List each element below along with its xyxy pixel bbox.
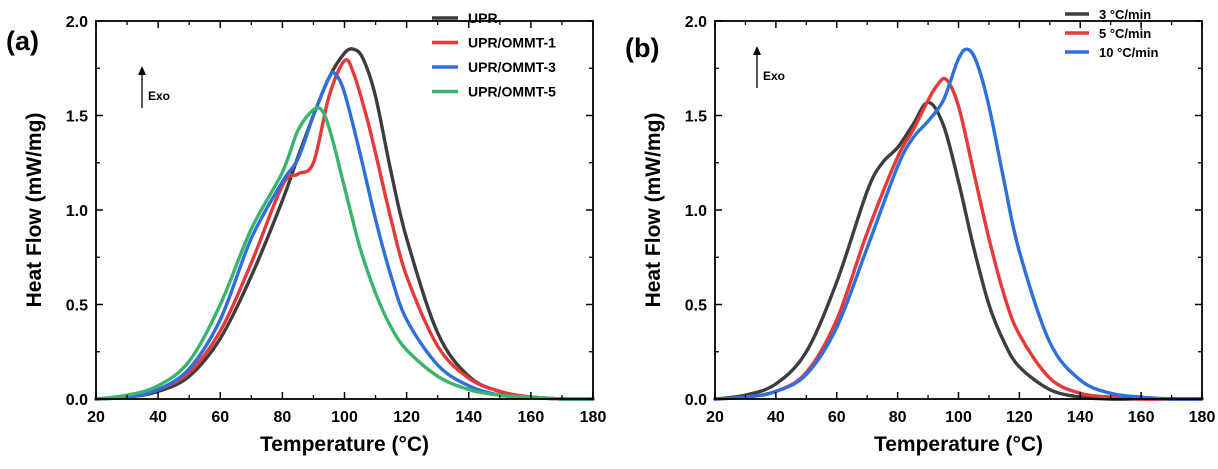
y-axis-label: Heat Flow (mW/mg) (642, 113, 665, 308)
legend-label: 10 °C/min (1099, 45, 1158, 60)
plot-frame (95, 20, 594, 400)
x-tick-label: 140 (455, 409, 482, 426)
exo-arrowhead-icon (138, 66, 146, 75)
y-tick-label: 1.5 (66, 109, 88, 126)
legend-label: UPR/OMMT-1 (468, 35, 556, 51)
x-tick-label: 20 (706, 409, 724, 426)
y-tick-label: 0.0 (66, 392, 88, 409)
y-tick-label: 0.5 (66, 298, 88, 315)
x-tick-label: 120 (1006, 409, 1033, 426)
legend-label: UPR/OMMT-5 (468, 84, 556, 100)
y-tick-label: 1.0 (66, 203, 88, 220)
x-tick-label: 40 (149, 409, 167, 426)
series-line-upr-ommt-3 (94, 70, 595, 401)
x-axis-label: Temperature (°C) (874, 433, 1043, 456)
series-line-upr-ommt-1 (94, 58, 595, 401)
x-tick-label: 120 (393, 409, 420, 426)
x-tick-label: 100 (945, 409, 972, 426)
series-line-3-c-min (713, 100, 1204, 401)
x-tick-label: 180 (580, 409, 607, 426)
x-tick-label: 140 (1067, 409, 1094, 426)
legend: 3 °C/min 5 °C/min 10 °C/min (1065, 7, 1158, 60)
x-tick-label: 60 (211, 409, 229, 426)
series-line-upr-ommt-5 (94, 106, 595, 401)
x-tick-label: 40 (767, 409, 785, 426)
x-axis-label: Temperature (°C) (260, 433, 429, 456)
x-tick-label: 80 (889, 409, 907, 426)
series-line-5-c-min (713, 76, 1204, 401)
series-line-10-c-min (713, 47, 1204, 401)
y-axis-label: Heat Flow (mW/mg) (23, 113, 46, 308)
x-tick-label: 160 (518, 409, 545, 426)
x-tick-label: 100 (331, 409, 358, 426)
legend-label: UPR/OMMT-3 (468, 59, 556, 75)
x-tick-label: 60 (828, 409, 846, 426)
exo-annotation: Exo (148, 89, 170, 103)
x-tick-label: 80 (273, 409, 291, 426)
exo-annotation: Exo (763, 69, 785, 83)
x-tick-label: 180 (1189, 409, 1216, 426)
legend-label: 5 °C/min (1099, 26, 1151, 41)
y-tick-label: 1.0 (685, 203, 707, 220)
chart-panel-b: 20 40 60 80 100 120 140 160 180 0.0 0.5 1.0 1.5 2.0 Te… (625, 7, 1215, 456)
legend-label: UPR (468, 10, 498, 26)
x-tick-label: 160 (1128, 409, 1155, 426)
x-tick-label: 20 (87, 409, 105, 426)
exo-arrowhead-icon (753, 46, 761, 55)
series-line-upr (94, 47, 595, 401)
y-tick-label: 0.5 (685, 298, 707, 315)
panel-label: (b) (625, 33, 659, 63)
legend-label: 3 °C/min (1099, 7, 1151, 22)
plot-frame (714, 20, 1203, 400)
y-tick-label: 0.0 (685, 392, 707, 409)
y-tick-label: 1.5 (685, 109, 707, 126)
y-tick-label: 2.0 (685, 14, 707, 31)
y-tick-label: 2.0 (66, 14, 88, 31)
legend: UPR UPR/OMMT-1 UPR/OMMT-3 UPR/OMMT-5 (432, 10, 556, 100)
panel-label: (a) (6, 26, 39, 56)
chart-panel-a: 20 40 60 80 100 120 140 160 180 0.0 0.5 1.0 1.5 2.0 Te… (6, 10, 606, 456)
